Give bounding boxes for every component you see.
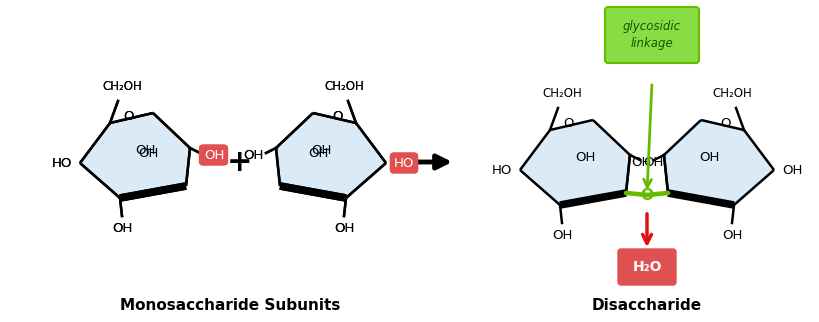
Text: CH₂OH: CH₂OH (324, 80, 364, 93)
Polygon shape (80, 113, 190, 198)
Text: OH: OH (782, 164, 802, 176)
Text: HO: HO (394, 156, 414, 169)
Text: OH: OH (112, 222, 132, 234)
Text: O: O (123, 109, 133, 122)
Text: OH: OH (242, 148, 263, 162)
Polygon shape (664, 120, 774, 205)
Text: O: O (123, 109, 133, 122)
Text: HO: HO (394, 156, 414, 169)
Text: OH: OH (112, 222, 132, 234)
FancyBboxPatch shape (618, 249, 676, 285)
Text: CH₂OH: CH₂OH (324, 80, 364, 93)
Text: OH: OH (138, 147, 158, 159)
Text: OH: OH (722, 229, 742, 242)
Text: O: O (720, 117, 731, 129)
Text: HO: HO (52, 156, 72, 169)
Text: OH: OH (135, 144, 155, 157)
Polygon shape (276, 113, 386, 198)
Text: OH: OH (203, 148, 224, 162)
Text: H₂O: H₂O (632, 260, 662, 274)
Text: +: + (227, 147, 253, 176)
Text: OH: OH (204, 148, 224, 162)
Polygon shape (276, 113, 386, 198)
Polygon shape (520, 120, 630, 205)
Text: OH: OH (575, 151, 595, 164)
Text: glycosidic
linkage: glycosidic linkage (623, 20, 681, 50)
Text: OH: OH (242, 148, 263, 162)
Text: OH: OH (631, 156, 651, 168)
Text: OH: OH (308, 147, 328, 159)
Text: CH₂OH: CH₂OH (713, 87, 752, 100)
Polygon shape (80, 113, 190, 198)
Text: O: O (640, 187, 654, 203)
Text: OH: OH (552, 229, 572, 242)
Text: O: O (333, 109, 342, 122)
Text: OH: OH (699, 151, 719, 164)
Text: OH: OH (311, 144, 331, 157)
Text: OH: OH (334, 222, 354, 234)
Text: OH: OH (334, 222, 354, 234)
Text: CH₂OH: CH₂OH (542, 87, 581, 100)
Text: CH₂OH: CH₂OH (102, 80, 142, 93)
Text: O: O (563, 117, 574, 129)
Text: HO: HO (492, 164, 512, 176)
Text: HO: HO (52, 156, 72, 169)
Text: O: O (333, 109, 342, 122)
FancyBboxPatch shape (605, 7, 699, 63)
Text: Disaccharide: Disaccharide (592, 298, 702, 312)
Text: Monosaccharide Subunits: Monosaccharide Subunits (120, 298, 340, 312)
Text: OH: OH (643, 156, 663, 168)
Text: CH₂OH: CH₂OH (102, 80, 142, 93)
